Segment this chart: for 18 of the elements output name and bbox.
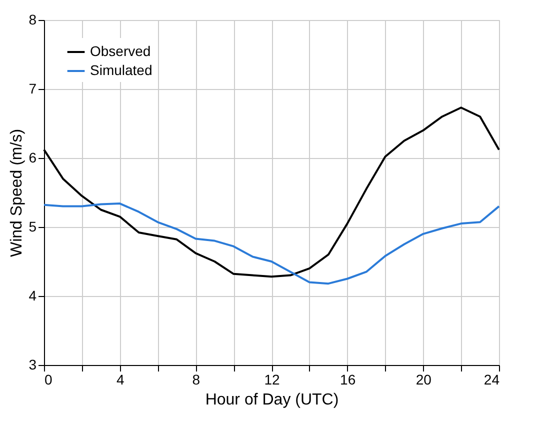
y-tick-label: 6 [28,150,37,166]
y-tick-label: 8 [28,12,37,28]
x-tick-label: 0 [44,372,52,388]
x-tick-label: 24 [484,372,500,388]
y-tick-label: 3 [28,356,37,372]
x-tick-label: 16 [340,372,356,388]
line-series [43,202,500,285]
x-axis-title: Hour of Day (UTC) [205,392,339,408]
y-tick-label: 4 [28,288,37,304]
legend-label: Simulated [90,62,152,78]
x-tick-label: 8 [192,372,200,388]
x-tick-label: 12 [264,372,280,388]
legend-label: Observed [90,43,151,59]
y-tick-label: 5 [28,218,37,234]
x-tick-label: 20 [416,372,432,388]
y-tick-label: 7 [28,80,37,96]
x-tick-label: 4 [116,372,124,388]
y-axis-title: Wind Speed (m/s) [8,128,26,258]
